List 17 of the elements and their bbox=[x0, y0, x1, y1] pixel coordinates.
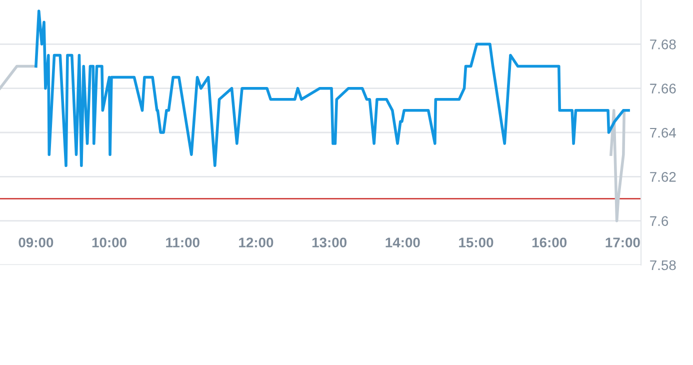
y-tick-label: 7.62 bbox=[650, 172, 676, 182]
x-tick-label: 13:00 bbox=[312, 238, 347, 248]
y-tick-label: 7.58 bbox=[650, 260, 676, 270]
x-tick-label: 15:00 bbox=[459, 238, 494, 248]
x-tick-label: 12:00 bbox=[239, 238, 274, 248]
y-tick-label: 7.66 bbox=[650, 84, 676, 94]
x-tick-label: 16:00 bbox=[532, 238, 567, 248]
line-series bbox=[610, 109, 626, 222]
x-tick-label: 17:00 bbox=[606, 238, 640, 248]
line-series bbox=[34, 10, 630, 168]
y-tick-label: 7.64 bbox=[650, 128, 676, 138]
x-tick-label: 09:00 bbox=[18, 238, 54, 248]
y-tick-label: 7.68 bbox=[650, 40, 676, 50]
y-tick-label: 7.6 bbox=[650, 216, 668, 226]
x-tick-label: 10:00 bbox=[92, 238, 126, 248]
x-tick-label: 11:00 bbox=[166, 238, 200, 248]
x-tick-label: 14:00 bbox=[386, 238, 420, 248]
